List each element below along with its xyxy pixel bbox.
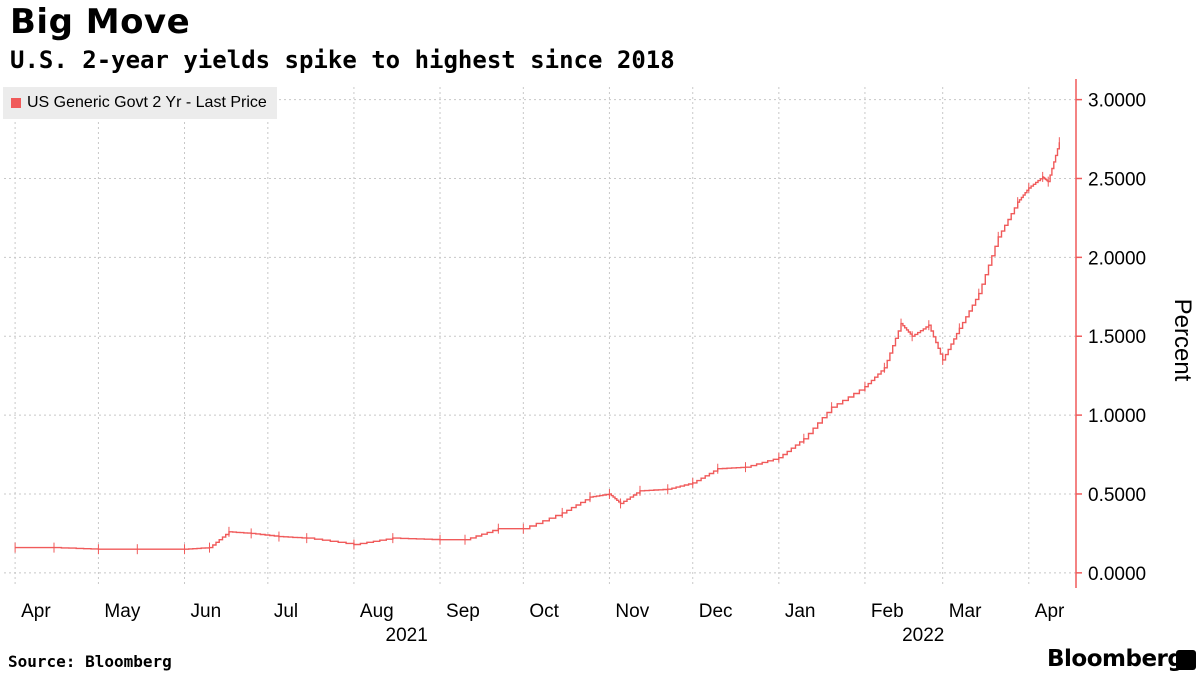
chart-subtitle: U.S. 2-year yields spike to highest sinc… bbox=[10, 46, 675, 74]
y-tick-label: 1.0000 bbox=[1088, 406, 1146, 427]
y-tick-label: 2.5000 bbox=[1088, 169, 1146, 190]
brand-logo-text: Bloomberg bbox=[1047, 646, 1184, 672]
x-tick-label: May bbox=[104, 601, 140, 622]
x-tick-label: Oct bbox=[529, 601, 559, 622]
y-tick-label: 2.0000 bbox=[1088, 248, 1146, 269]
x-tick-label: Mar bbox=[949, 601, 982, 622]
chart-title: Big Move bbox=[10, 2, 191, 42]
bloomberg-chart-icon bbox=[1176, 650, 1196, 670]
x-year-label: 2022 bbox=[902, 625, 944, 646]
x-tick-label: Jul bbox=[274, 601, 298, 622]
y-tick-label: 1.5000 bbox=[1088, 327, 1146, 348]
series-line bbox=[15, 142, 1060, 550]
y-tick-label: 0.5000 bbox=[1088, 485, 1146, 506]
x-tick-label: Jan bbox=[785, 601, 816, 622]
x-tick-label: Apr bbox=[21, 601, 51, 622]
x-tick-label: Sep bbox=[446, 601, 480, 622]
x-year-label: 2021 bbox=[386, 625, 428, 646]
x-tick-label: Aug bbox=[360, 601, 394, 622]
y-axis-title: Percent bbox=[1169, 299, 1196, 382]
x-tick-label: Feb bbox=[871, 601, 904, 622]
legend: US Generic Govt 2 Yr - Last Price bbox=[3, 87, 277, 119]
x-tick-label: Jun bbox=[191, 601, 222, 622]
x-tick-label: Nov bbox=[615, 601, 649, 622]
x-tick-label: Apr bbox=[1035, 601, 1065, 622]
legend-swatch bbox=[11, 98, 21, 108]
y-tick-label: 0.0000 bbox=[1088, 564, 1146, 585]
x-tick-label: Dec bbox=[699, 601, 733, 622]
source-note: Source: Bloomberg bbox=[8, 652, 172, 671]
y-tick-label: 3.0000 bbox=[1088, 91, 1146, 112]
legend-label: US Generic Govt 2 Yr - Last Price bbox=[27, 94, 267, 111]
